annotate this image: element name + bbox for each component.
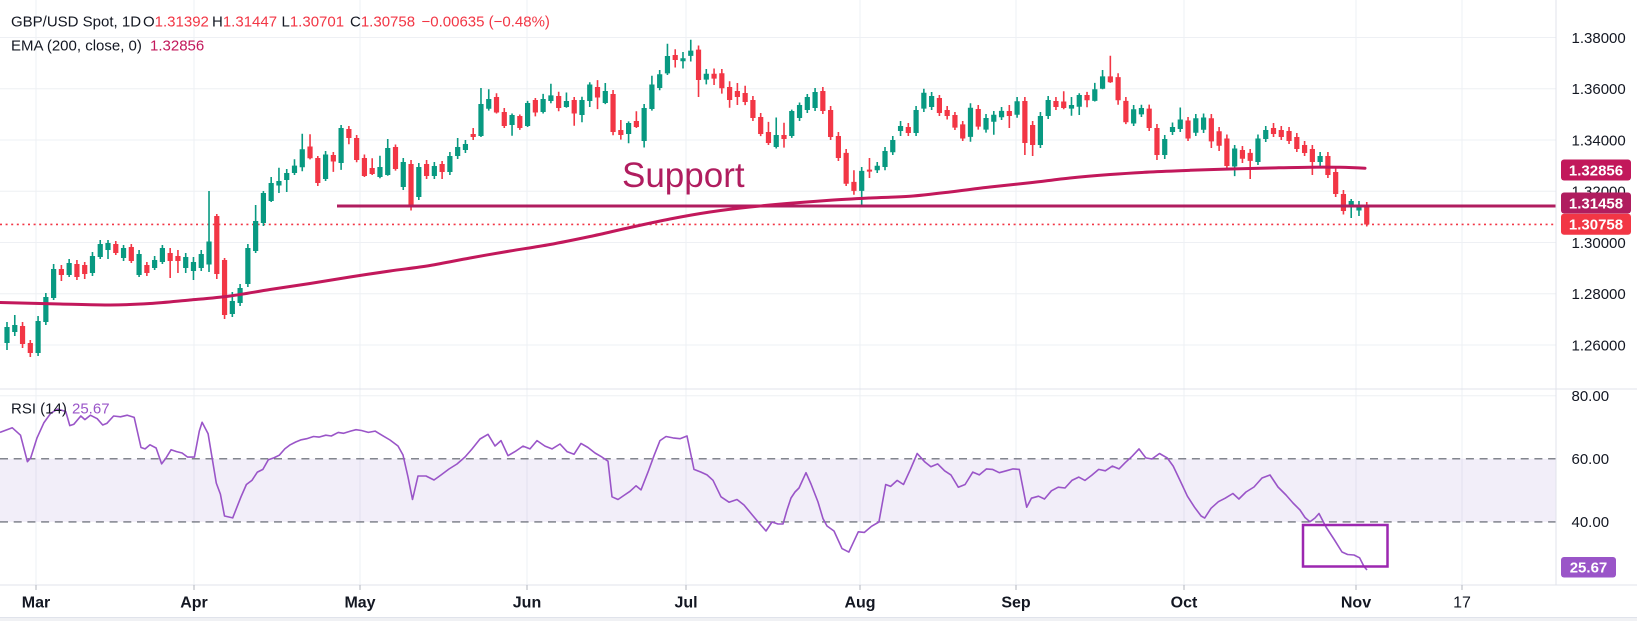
svg-text:Jul: Jul [674,595,697,612]
svg-text:Mar: Mar [22,595,50,612]
svg-text:1.36000: 1.36000 [1572,81,1626,98]
svg-text:EMA (200, close, 0)1.32856: EMA (200, close, 0) 1.32856 [11,37,204,54]
svg-text:Sep: Sep [1001,595,1031,612]
svg-text:1.38000: 1.38000 [1572,30,1626,47]
svg-text:Apr: Apr [180,595,208,612]
svg-text:1.34000: 1.34000 [1572,132,1626,149]
svg-text:1.31458: 1.31458 [1569,195,1623,212]
svg-text:May: May [344,595,375,612]
svg-text:Oct: Oct [1171,595,1198,612]
svg-text:1.30000: 1.30000 [1572,235,1626,252]
svg-text:Support: Support [622,156,745,195]
svg-text:40.00: 40.00 [1572,514,1610,531]
svg-text:17: 17 [1453,595,1471,612]
svg-text:60.00: 60.00 [1572,451,1610,468]
svg-text:1.32856: 1.32856 [1569,162,1623,179]
svg-text:Jun: Jun [513,595,541,612]
svg-text:Aug: Aug [844,595,875,612]
svg-text:1.30758: 1.30758 [1569,217,1623,234]
svg-text:25.67: 25.67 [1570,560,1608,577]
svg-text:1.26000: 1.26000 [1572,337,1626,354]
svg-text:Nov: Nov [1341,595,1371,612]
svg-text:80.00: 80.00 [1572,388,1610,405]
svg-text:RSI (14)25.67: RSI (14) 25.67 [11,400,110,417]
svg-text:1.28000: 1.28000 [1572,286,1626,303]
